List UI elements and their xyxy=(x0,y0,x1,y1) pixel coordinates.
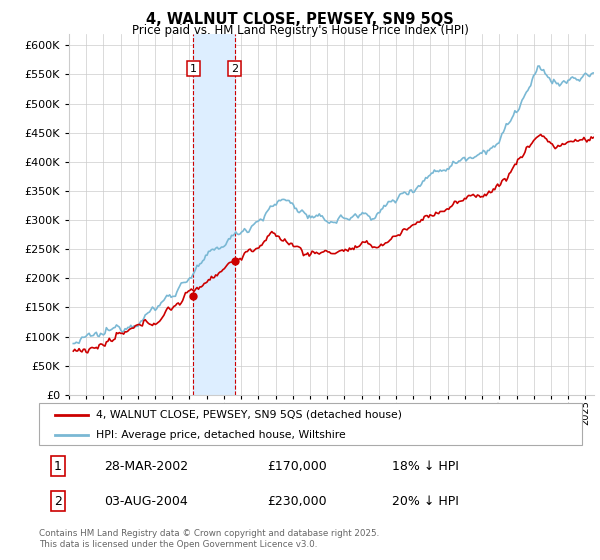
Text: £170,000: £170,000 xyxy=(267,460,327,473)
Text: HPI: Average price, detached house, Wiltshire: HPI: Average price, detached house, Wilt… xyxy=(96,430,346,440)
Text: 18% ↓ HPI: 18% ↓ HPI xyxy=(392,460,459,473)
Text: 1: 1 xyxy=(54,460,62,473)
Bar xyxy=(193,34,235,395)
Text: 4, WALNUT CLOSE, PEWSEY, SN9 5QS (detached house): 4, WALNUT CLOSE, PEWSEY, SN9 5QS (detach… xyxy=(96,410,402,420)
FancyBboxPatch shape xyxy=(39,403,582,445)
Text: 2: 2 xyxy=(54,494,62,508)
Text: 28-MAR-2002: 28-MAR-2002 xyxy=(104,460,188,473)
Text: Contains HM Land Registry data © Crown copyright and database right 2025.
This d: Contains HM Land Registry data © Crown c… xyxy=(39,529,379,549)
Text: 20% ↓ HPI: 20% ↓ HPI xyxy=(392,494,459,508)
Text: 4, WALNUT CLOSE, PEWSEY, SN9 5QS: 4, WALNUT CLOSE, PEWSEY, SN9 5QS xyxy=(146,12,454,27)
Text: £230,000: £230,000 xyxy=(267,494,326,508)
Text: 1: 1 xyxy=(190,63,197,73)
Text: 03-AUG-2004: 03-AUG-2004 xyxy=(104,494,188,508)
Text: Price paid vs. HM Land Registry's House Price Index (HPI): Price paid vs. HM Land Registry's House … xyxy=(131,24,469,37)
Text: 2: 2 xyxy=(231,63,238,73)
